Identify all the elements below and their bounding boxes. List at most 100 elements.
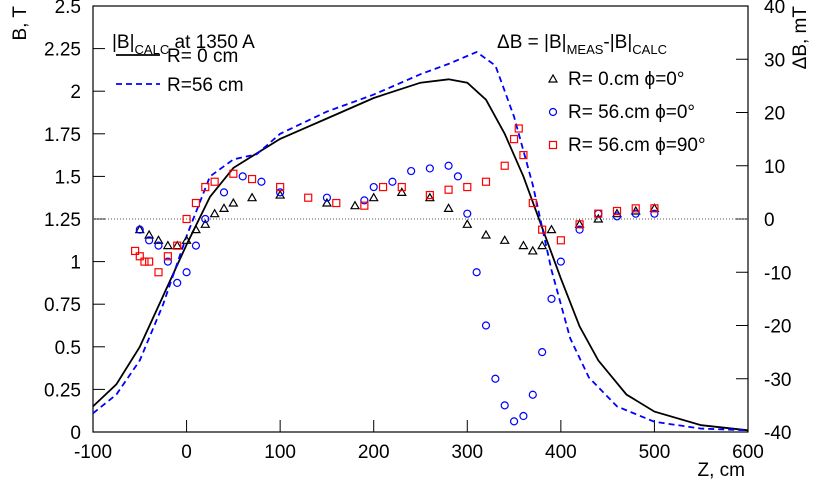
- data-point: [388, 177, 397, 186]
- annotation-left: |B|CALC at 1350 A: [112, 32, 255, 57]
- data-point: [650, 204, 659, 213]
- data-point: [321, 197, 332, 207]
- x-tick-label: 600: [732, 442, 764, 463]
- data-point: [322, 193, 332, 202]
- data-point: [276, 182, 285, 192]
- data-point: [407, 166, 416, 176]
- data-point: [135, 252, 144, 261]
- data-point: [304, 193, 313, 202]
- data-point: [425, 164, 434, 173]
- data-point: [135, 225, 144, 234]
- y2-tick-label: -30: [764, 370, 791, 391]
- data-point: [480, 229, 492, 239]
- data-point: [547, 294, 556, 303]
- x-tick-label: 0: [181, 442, 192, 463]
- data-point: [173, 241, 182, 250]
- legend-label: R= 56.cm ϕ=0°: [568, 102, 695, 123]
- data-point: [332, 198, 341, 208]
- data-point: [463, 182, 472, 192]
- data-point: [145, 236, 154, 245]
- data-point: [575, 225, 584, 234]
- data-point: [443, 203, 454, 212]
- data-point: [575, 220, 584, 229]
- data-point: [509, 417, 519, 426]
- data-point: [369, 182, 378, 192]
- data-point: [368, 192, 379, 202]
- data-point: [162, 240, 173, 250]
- legend-label: R= 0 cm: [167, 46, 238, 67]
- y2-tick-label: 0: [764, 210, 775, 231]
- series-line: [92, 78, 749, 432]
- y-tick-label: 1.5: [55, 167, 81, 188]
- data-point: [349, 200, 361, 210]
- y-tick-label: 1.25: [44, 210, 81, 231]
- data-point: [556, 236, 565, 245]
- data-point: [519, 151, 528, 160]
- data-point: [201, 214, 210, 224]
- data-point: [131, 246, 140, 256]
- data-point: [631, 204, 640, 213]
- data-point: [538, 348, 547, 357]
- data-point: [238, 172, 247, 181]
- series-line: [92, 50, 749, 432]
- data-point: [537, 240, 548, 250]
- data-point: [444, 161, 453, 170]
- y-tick-label: 0.5: [55, 338, 81, 359]
- y2-tick-label: -10: [764, 263, 791, 284]
- x-tick-label: 500: [639, 442, 671, 463]
- data-point: [190, 224, 201, 234]
- x-tick-label: 100: [264, 442, 296, 463]
- y2-tick-label: 10: [764, 157, 785, 178]
- data-point: [499, 235, 510, 244]
- y2-tick-label: 30: [764, 50, 785, 71]
- data-point: [360, 196, 369, 205]
- data-point: [612, 206, 622, 216]
- data-point: [518, 240, 529, 250]
- data-point: [397, 182, 406, 192]
- data-point: [182, 268, 191, 277]
- data-point: [509, 135, 519, 144]
- x-tick-label: 400: [545, 442, 577, 463]
- data-point: [593, 213, 604, 223]
- data-point: [481, 177, 491, 186]
- legend-marker: [547, 73, 559, 83]
- y-tick-label: 1: [70, 253, 81, 274]
- data-point: [145, 257, 154, 266]
- data-point: [538, 225, 547, 234]
- data-point: [275, 189, 286, 199]
- data-point: [528, 198, 537, 208]
- y2-tick-label: -40: [764, 423, 791, 444]
- legend-label: R=56 cm: [167, 75, 244, 96]
- data-point: [191, 198, 201, 208]
- data-point: [650, 209, 659, 218]
- y-tick-label: 0.25: [44, 380, 81, 401]
- x-axis-label: Z, cm: [698, 460, 746, 481]
- x-tick-label: 200: [358, 442, 390, 463]
- data-point: [472, 268, 481, 277]
- data-point: [519, 411, 528, 421]
- y2-axis-label: ΔB, mT: [790, 6, 811, 70]
- y-tick-label: 2: [70, 82, 81, 103]
- y2-tick-label: -20: [764, 317, 791, 338]
- legend-marker: [548, 140, 558, 150]
- data-point: [527, 245, 538, 255]
- data-point: [444, 185, 453, 194]
- x-tick-label: 300: [451, 442, 483, 463]
- data-point: [462, 219, 473, 228]
- data-point: [463, 209, 472, 218]
- data-point: [229, 169, 238, 178]
- y-tick-label: 1.75: [44, 125, 81, 146]
- y-tick-label: 2.25: [44, 40, 81, 61]
- data-point: [396, 187, 407, 196]
- data-point: [546, 224, 557, 234]
- data-point: [153, 235, 164, 244]
- data-point: [424, 192, 435, 202]
- data-point: [191, 241, 201, 250]
- y-tick-label: 2.5: [55, 0, 81, 18]
- data-point: [181, 235, 192, 244]
- legend-label: R= 0.cm ϕ=0°: [568, 69, 684, 90]
- x-tick-label: -100: [74, 442, 112, 463]
- data-point: [173, 278, 182, 287]
- data-point: [594, 209, 603, 218]
- data-point: [276, 188, 285, 197]
